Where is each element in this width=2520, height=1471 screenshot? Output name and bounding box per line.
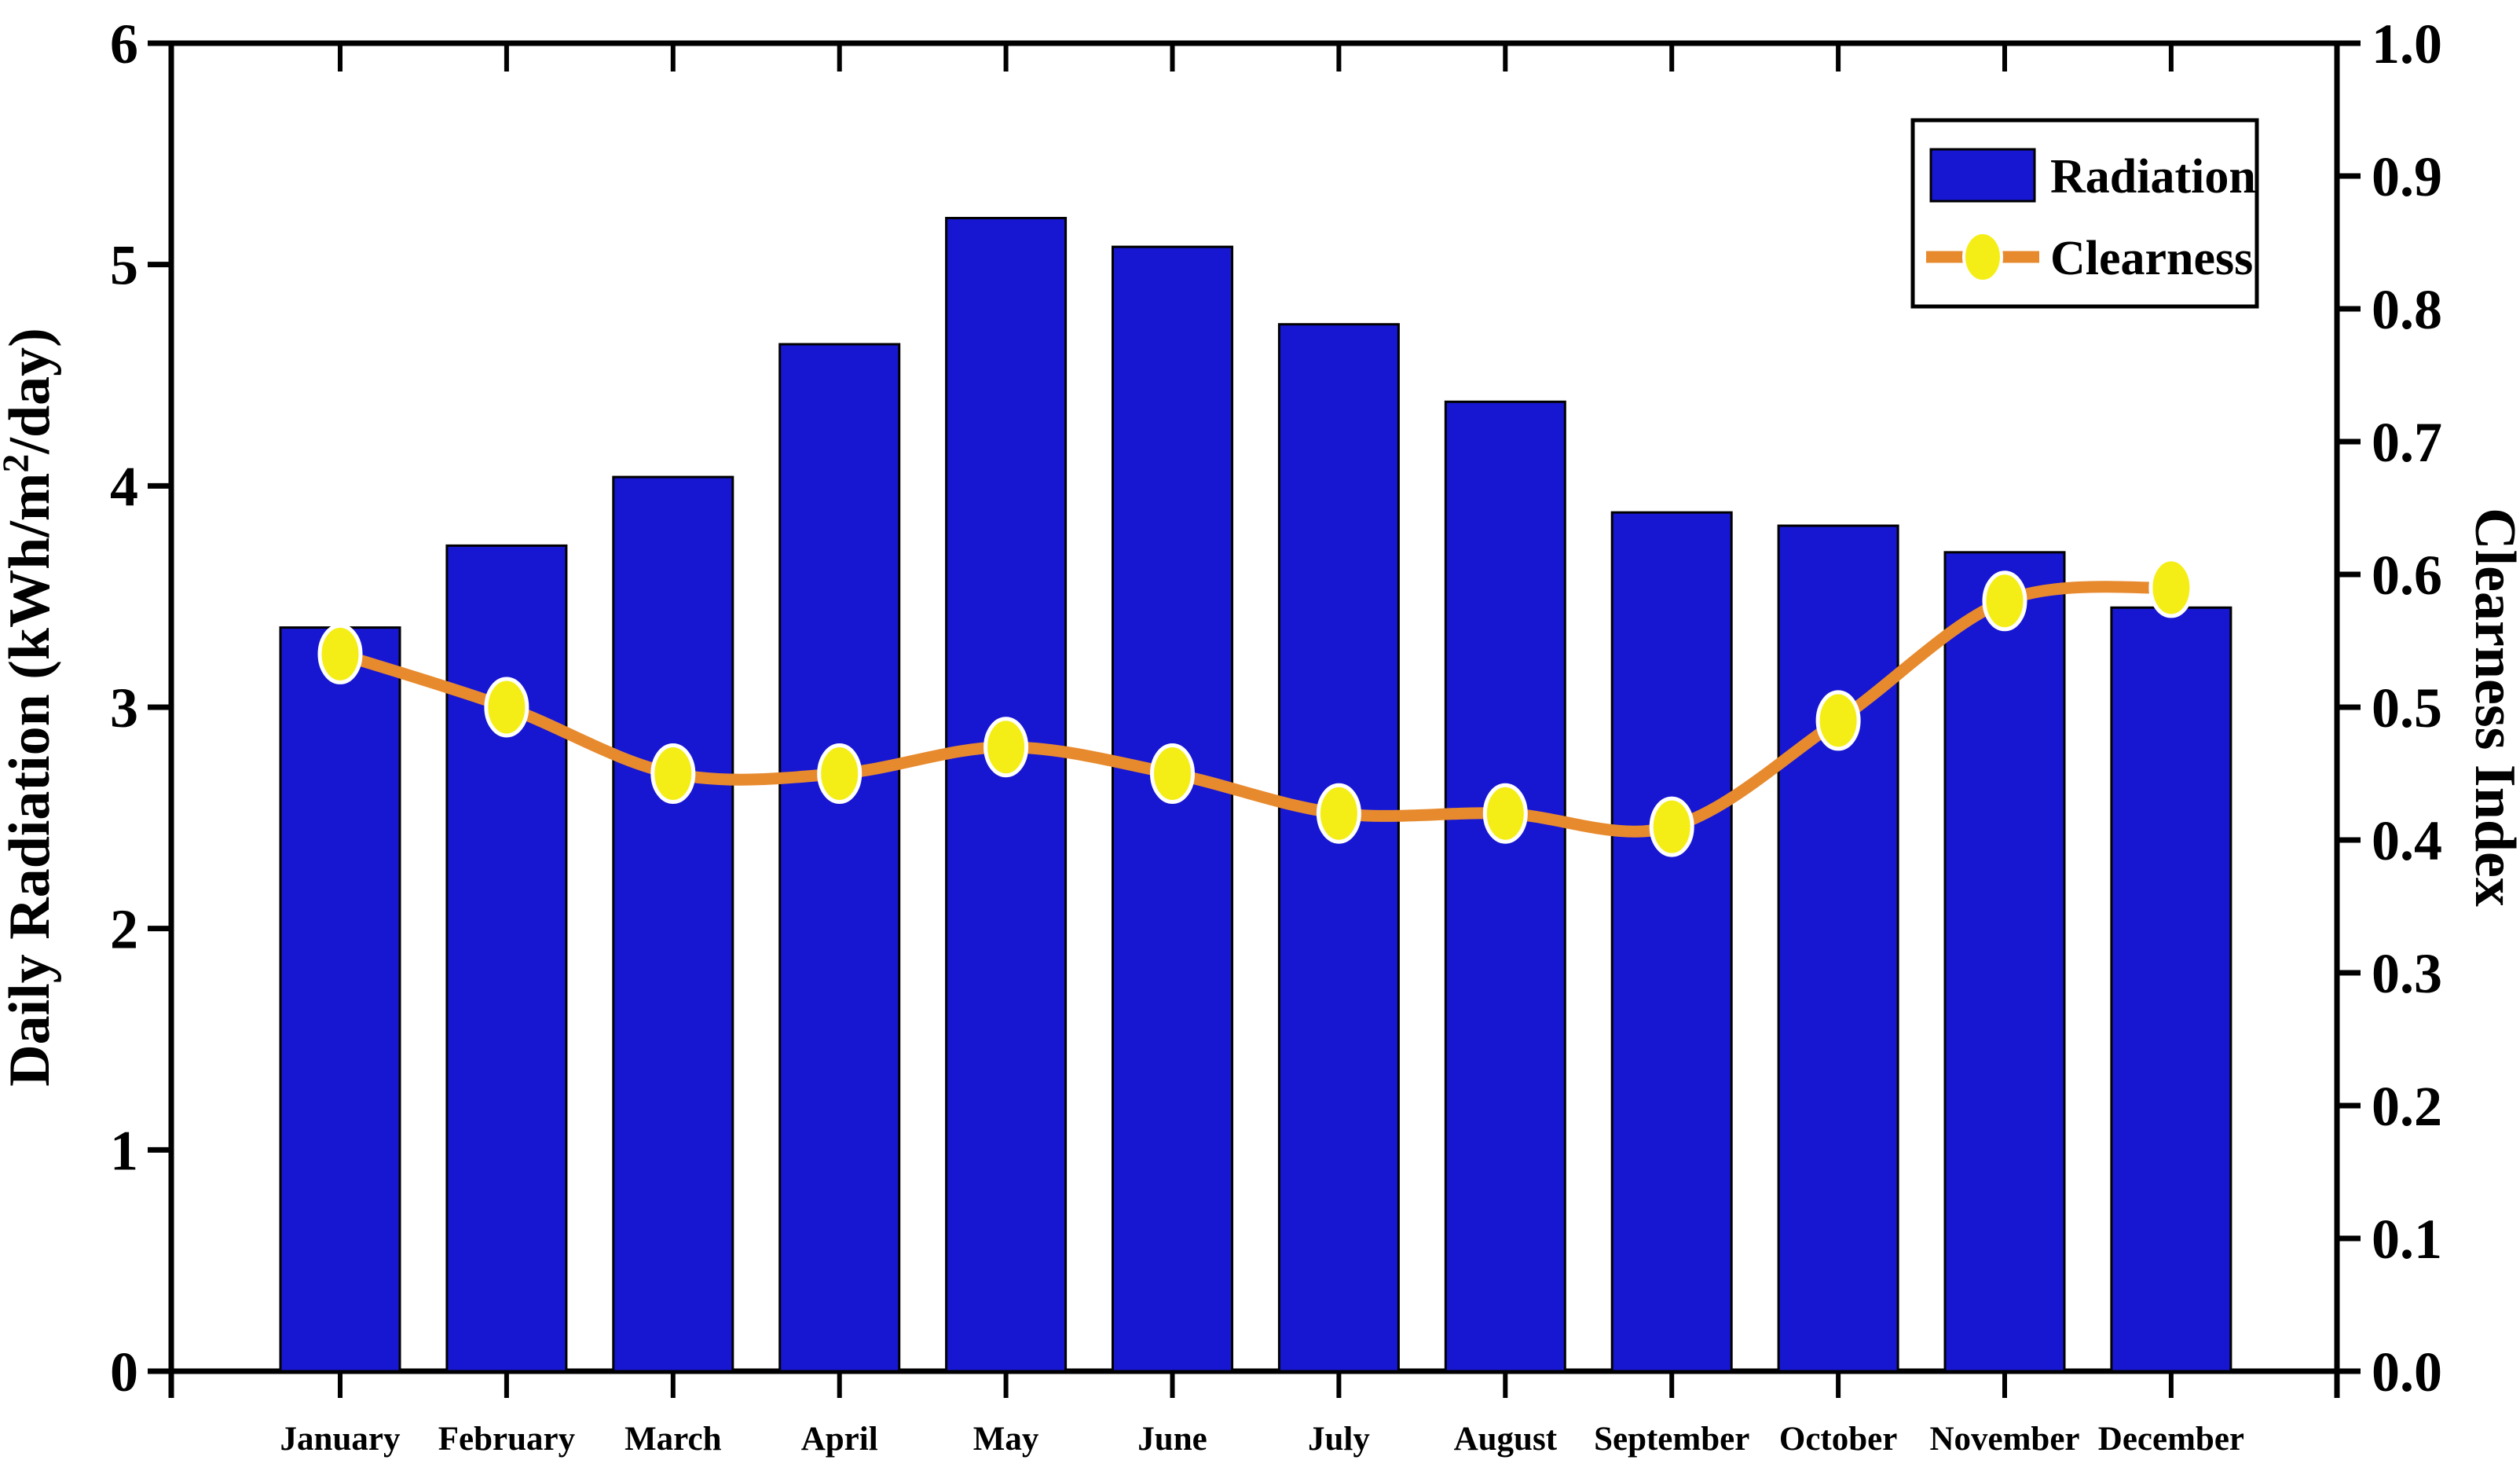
right-axis-tick-label-1.0: 1.0 <box>2372 13 2442 75</box>
clearness-marker-august <box>1482 783 1528 844</box>
left-axis-title: Daily Radiation (kWh/m2/day) <box>0 328 62 1087</box>
radiation-bar-april <box>778 343 901 1373</box>
x-axis-label-november: November <box>1929 1421 2079 1458</box>
radiation-bar-may <box>945 217 1068 1373</box>
x-axis-label-july: July <box>1308 1421 1370 1458</box>
right-axis-tick-label-0.4: 0.4 <box>2372 809 2442 872</box>
clearness-marker-july <box>1316 783 1361 844</box>
left-axis-tick-label-5: 5 <box>110 234 138 297</box>
clearness-marker-june <box>1150 743 1195 804</box>
right-axis-tick-label-0.9: 0.9 <box>2372 145 2442 208</box>
x-axis-label-june: June <box>1137 1421 1207 1458</box>
right-axis-tick-label-0.2: 0.2 <box>2372 1075 2442 1138</box>
clearness-marker-january <box>317 623 363 684</box>
x-axis-label-may: May <box>973 1421 1039 1458</box>
x-axis-label-august: August <box>1454 1421 1558 1458</box>
left-axis-title-superscript: 2 <box>0 454 37 473</box>
radiation-bar-august <box>1444 400 1566 1373</box>
right-axis-tick-label-0.5: 0.5 <box>2372 677 2442 739</box>
legend-radiation-swatch <box>1929 148 2036 203</box>
radiation-bar-december <box>2110 606 2232 1373</box>
axis-ticks <box>148 40 2361 1398</box>
radiation-bar-january <box>279 626 401 1373</box>
x-axis-label-december: December <box>2098 1421 2244 1458</box>
radiation-bar-june <box>1112 245 1233 1373</box>
right-axis-tick-label-0.7: 0.7 <box>2372 411 2442 474</box>
right-axis-tick-label-0.1: 0.1 <box>2372 1208 2442 1271</box>
legend-clearness-marker-swatch <box>1962 231 2003 283</box>
right-axis-tick-label-0.8: 0.8 <box>2372 278 2442 341</box>
left-axis-tick-label-4: 4 <box>110 455 138 518</box>
left-axis-tick-label-3: 3 <box>110 677 138 739</box>
clearness-marker-april <box>817 743 863 804</box>
radiation-bar-november <box>1943 551 2066 1373</box>
x-axis-label-september: September <box>1594 1421 1749 1458</box>
right-axis-title: Clearness Index <box>2463 508 2520 907</box>
radiation-bar-march <box>612 475 734 1373</box>
clearness-marker-march <box>650 743 696 804</box>
x-axis-label-february: February <box>438 1421 576 1458</box>
right-axis-tick-label-0.0: 0.0 <box>2372 1341 2442 1403</box>
x-axis-label-january: January <box>280 1421 401 1458</box>
radiation-bar-july <box>1277 323 1400 1373</box>
legend: Radiation Clearness <box>1910 118 2259 309</box>
radiation-bars <box>279 217 2232 1373</box>
month-labels: January February March April May June July Augu… <box>280 1421 2244 1458</box>
clearness-marker-december <box>2148 557 2194 618</box>
legend-clearness-label: Clearness <box>2050 232 2253 285</box>
axis-tick-labels: 0 1 2 3 4 5 6 0.0 0.1 0.2 0.3 0.4 0.5 0.6 0.7 0.8 0.9 1.0 <box>110 13 2442 1403</box>
clearness-marker-may <box>983 717 1029 778</box>
right-axis-tick-label-0.3: 0.3 <box>2372 942 2442 1005</box>
left-axis-tick-label-0: 0 <box>110 1341 138 1403</box>
left-axis-tick-label-2: 2 <box>110 898 138 961</box>
radiation-bar-october <box>1777 524 1899 1373</box>
radiation-bar-september <box>1610 511 1733 1373</box>
radiation-bar-february <box>445 544 568 1373</box>
clearness-markers <box>317 557 2194 857</box>
x-axis-label-october: October <box>1779 1421 1897 1458</box>
clearness-marker-september <box>1649 796 1694 857</box>
left-axis-tick-label-6: 6 <box>110 13 138 75</box>
x-axis-label-april: April <box>801 1421 878 1458</box>
right-axis-tick-label-0.6: 0.6 <box>2372 544 2442 607</box>
legend-radiation-label: Radiation <box>2050 150 2256 204</box>
left-axis-title-suffix: /day) <box>0 328 62 454</box>
clearness-marker-october <box>1815 690 1861 751</box>
clearness-marker-november <box>1982 570 2027 632</box>
left-axis-title-prefix: Daily Radiation (kWh/m <box>0 473 62 1087</box>
left-axis-tick-label-1: 1 <box>110 1119 138 1182</box>
clearness-marker-february <box>484 677 529 738</box>
x-axis-label-march: March <box>625 1421 721 1458</box>
